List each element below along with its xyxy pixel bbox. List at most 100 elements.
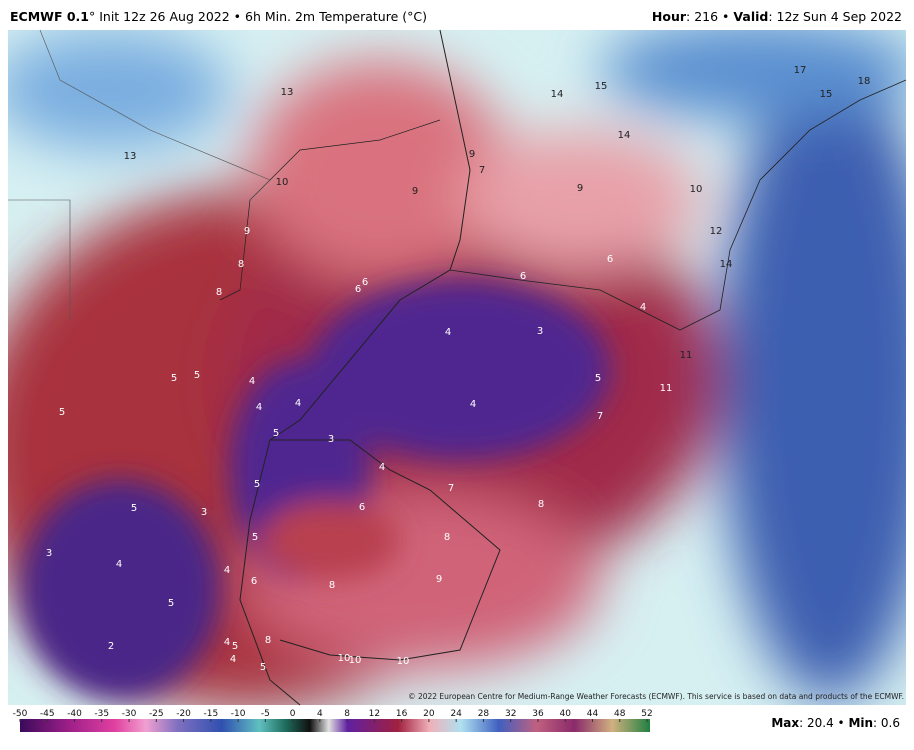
temp-label: 5: [59, 407, 65, 418]
temp-label: 4: [379, 462, 385, 473]
temp-label: 8: [444, 532, 450, 543]
colorbar-tick-label: 8: [344, 709, 350, 719]
temp-label: 4: [256, 402, 262, 413]
temp-label: 5: [168, 598, 174, 609]
temp-label: 5: [252, 532, 258, 543]
model: ECMWF 0.1: [10, 9, 89, 24]
temp-label: 9: [244, 226, 250, 237]
temp-label: 6: [359, 502, 365, 513]
run-info: ° Init 12z 26 Aug 2022 • 6h Min. 2m Temp…: [88, 9, 427, 24]
colorbar-tick-label: 40: [559, 709, 571, 719]
temp-label: 5: [273, 428, 279, 439]
temp-label: 14: [618, 130, 631, 141]
temp-label: 10: [397, 656, 410, 667]
temp-label: 9: [436, 574, 442, 585]
temp-label: 7: [479, 165, 485, 176]
temp-label: 4: [640, 302, 646, 313]
temp-label: 4: [295, 398, 301, 409]
temp-label: 5: [260, 662, 266, 673]
temp-label: 2: [108, 641, 114, 652]
temp-label: 6: [362, 277, 368, 288]
temp-label: 3: [328, 434, 334, 445]
temp-label: 9: [577, 183, 583, 194]
colorbar-tick-label: -10: [231, 709, 246, 719]
footer: Max: 20.4 • Min: 0.6: [771, 716, 900, 730]
colorbar-tick-label: 12: [369, 709, 380, 719]
temp-label: 4: [224, 565, 230, 576]
temp-label: 10: [349, 655, 362, 666]
colorbar-tick-label: -35: [94, 709, 109, 719]
temp-label: 10: [690, 184, 703, 195]
colorbar-tick-label: 28: [478, 709, 490, 719]
temp-label: 5: [194, 370, 200, 381]
temp-label: 5: [232, 641, 238, 652]
temp-label: 5: [595, 373, 601, 384]
temp-label: 15: [595, 81, 608, 92]
temp-label: 7: [448, 483, 454, 494]
temp-label: 12: [710, 226, 723, 237]
colorbar-tick-label: 16: [396, 709, 408, 719]
field: [8, 30, 906, 705]
temp-label: 10: [338, 653, 351, 664]
temp-label: 5: [131, 503, 137, 514]
temp-label: 15: [820, 89, 833, 100]
header-left: ECMWF 0.1° Init 12z 26 Aug 2022 • 6h Min…: [10, 9, 427, 24]
temp-label: 3: [537, 326, 543, 337]
temp-label: 3: [46, 548, 52, 559]
colorbar-tick-label: 44: [587, 709, 599, 719]
temp-label: 5: [254, 479, 260, 490]
colorbar-tick-label: -20: [176, 709, 191, 719]
header-right: Hour: 216 • Valid: 12z Sun 4 Sep 2022: [652, 9, 902, 24]
valid-value: : 12z Sun 4 Sep 2022: [768, 9, 902, 24]
colorbar-tick-label: 24: [450, 709, 462, 719]
copyright: © 2022 European Centre for Medium-Range …: [408, 692, 904, 701]
colorbar-tick-label: -15: [203, 709, 218, 719]
colorbar-ticks: -50 -45 -40 -35 -30 -25 -20 -15 -10 -5 0 4 8 12 16 20 24…: [13, 709, 653, 722]
colorbar-tick-label: 48: [614, 709, 626, 719]
colorbar-tick-label: 0: [290, 709, 296, 719]
colorbar-tick-label: -40: [67, 709, 82, 719]
temp-label: 8: [265, 635, 271, 646]
colorbar-tick-label: -30: [122, 709, 137, 719]
temp-label: 9: [469, 149, 475, 160]
temp-label: 4: [445, 327, 451, 338]
colorbar-tick-label: 36: [532, 709, 544, 719]
temp-label: 13: [124, 151, 137, 162]
temp-label: 5: [171, 373, 177, 384]
temp-label: 4: [230, 654, 236, 665]
temp-label: 3: [201, 507, 207, 518]
temp-label: 8: [329, 580, 335, 591]
temp-label: 11: [660, 383, 673, 394]
valid-key: Valid: [733, 9, 769, 24]
colorbar-tick-label: 20: [423, 709, 435, 719]
temp-label: 13: [281, 87, 294, 98]
header: ECMWF 0.1° Init 12z 26 Aug 2022 • 6h Min…: [0, 0, 914, 30]
colorbar-tick-label: 52: [641, 709, 652, 719]
temp-label: 9: [412, 186, 418, 197]
max-key: Max: [771, 716, 800, 730]
colorbar-tick-label: -5: [261, 709, 270, 719]
temp-label: 14: [720, 259, 733, 270]
temp-label: 6: [251, 576, 257, 587]
hour-value: : 216 •: [686, 9, 734, 24]
temp-label: 10: [276, 177, 289, 188]
temp-label: 8: [216, 287, 222, 298]
colorbar-tick-label: -25: [149, 709, 164, 719]
colorbar-tick-label: -45: [40, 709, 55, 719]
colorbar-tick-label: 4: [317, 709, 323, 719]
min-value: : 0.6: [873, 716, 900, 730]
temp-label: 6: [607, 254, 613, 265]
hour-key: Hour: [651, 9, 687, 24]
temp-label: 6: [520, 271, 526, 282]
temp-label: 18: [858, 76, 871, 87]
temp-label: 8: [538, 499, 544, 510]
temp-label: 8: [238, 259, 244, 270]
temp-label: 17: [794, 65, 807, 76]
min-key: Min: [848, 716, 874, 730]
temp-label: 6: [355, 284, 361, 295]
temp-label: 14: [551, 89, 564, 100]
max-value: : 20.4 •: [799, 716, 849, 730]
